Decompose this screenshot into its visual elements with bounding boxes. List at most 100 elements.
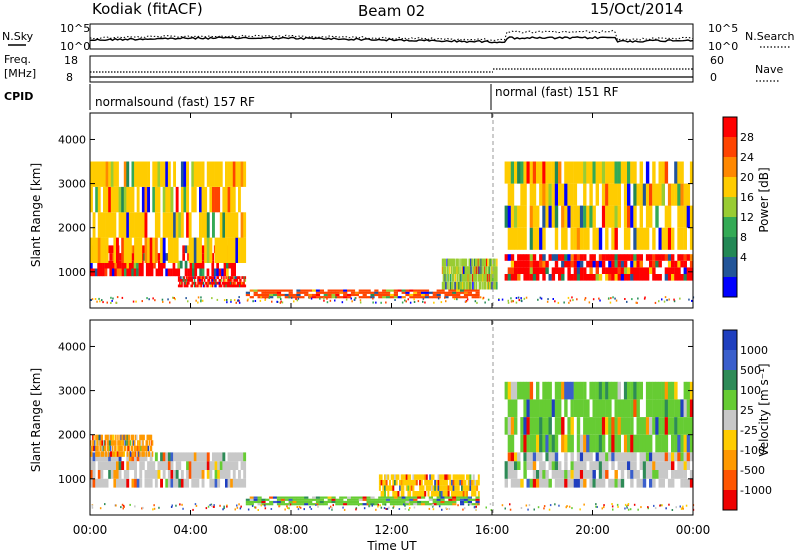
heatmap-cell-velocity	[514, 399, 518, 417]
heatmap-cell-velocity	[507, 461, 512, 470]
heatmap-speckle	[317, 505, 319, 508]
heatmap-cell-velocity	[437, 479, 440, 486]
heatmap-cell-velocity	[413, 500, 418, 504]
heatmap-cell-power	[217, 237, 221, 263]
heatmap-speckle	[466, 298, 469, 301]
heatmap-cell-velocity	[447, 485, 450, 491]
heatmap-speckle	[571, 507, 573, 510]
heatmap-cell-power	[493, 281, 495, 290]
heatmap-cell-power	[464, 274, 467, 282]
heatmap-cell-power	[652, 267, 656, 274]
heatmap-cell-velocity	[633, 452, 637, 462]
heatmap-cell-velocity	[601, 461, 606, 470]
heatmap-cell-velocity	[162, 470, 166, 479]
heatmap-cell-power	[507, 254, 512, 261]
heatmap-speckle	[517, 296, 520, 299]
heatmap-cell-power	[479, 274, 481, 282]
heatmap-cell-power	[343, 291, 348, 294]
heatmap-cell-velocity	[532, 452, 537, 462]
heatmap-cell-power	[554, 267, 559, 274]
heatmap-speckle	[257, 509, 259, 511]
heatmap-cell-velocity	[292, 500, 297, 504]
heatmap-cell-velocity	[315, 500, 321, 504]
heatmap-cell-velocity	[514, 461, 518, 470]
heatmap-speckle	[658, 300, 660, 303]
heatmap-cell-velocity	[432, 498, 437, 501]
heatmap-cell-velocity	[605, 417, 609, 435]
heatmap-cell-velocity	[209, 461, 213, 470]
heatmap-cell-velocity	[186, 452, 189, 462]
heatmap-cell-power	[105, 237, 109, 263]
heatmap-cell-power	[529, 274, 534, 281]
colorbar-swatch	[723, 137, 737, 158]
heatmap-cell-velocity	[623, 452, 628, 462]
heatmap-cell-velocity	[434, 491, 437, 497]
heatmap-cell-power	[671, 267, 675, 274]
heatmap-cell-velocity	[304, 503, 309, 506]
heatmap-cell-power	[664, 274, 669, 281]
heatmap-cell-velocity	[389, 503, 395, 506]
heatmap-speckle	[247, 298, 249, 301]
heatmap-speckle	[626, 300, 628, 303]
heatmap-speckle	[682, 507, 684, 510]
heatmap-cell-power	[200, 279, 203, 282]
heatmap-cell-power	[217, 161, 221, 187]
heatmap-speckle	[175, 504, 177, 507]
heatmap-cell-velocity	[94, 440, 96, 446]
heatmap-cell-velocity	[284, 496, 289, 499]
heatmap-speckle	[375, 508, 377, 511]
heatmap-cell-power	[683, 254, 687, 261]
heatmap-speckle	[475, 503, 478, 506]
heatmap-cell-power	[630, 161, 634, 184]
heatmap-cell-power	[191, 161, 195, 187]
heatmap-cell-velocity	[409, 496, 414, 499]
heatmap-cell-power	[200, 276, 203, 279]
heatmap-cell-power	[447, 258, 449, 267]
heatmap-cell-velocity	[102, 445, 105, 452]
heatmap-cell-power	[188, 279, 190, 282]
heatmap-cell-velocity	[132, 434, 135, 441]
heatmap-cell-velocity	[680, 478, 684, 488]
heatmap-speckle	[688, 298, 690, 301]
heatmap-cell-power	[219, 212, 223, 238]
heatmap-cell-power	[370, 296, 375, 299]
heatmap-speckle	[440, 301, 443, 304]
heatmap-cell-power	[442, 281, 445, 290]
heatmap-cell-power	[461, 258, 463, 267]
heatmap-speckle	[142, 506, 144, 509]
heatmap-speckle	[637, 297, 639, 300]
heatmap-cell-power	[677, 274, 681, 281]
heatmap-cell-velocity	[639, 452, 643, 462]
heatmap-cell-power	[539, 254, 543, 261]
heatmap-cell-power	[409, 296, 414, 299]
heatmap-cell-velocity	[115, 434, 117, 441]
heatmap-cell-power	[128, 186, 132, 213]
heatmap-cell-velocity	[424, 503, 430, 506]
heatmap-cell-power	[526, 274, 530, 281]
heatmap-speckle	[465, 300, 467, 303]
heatmap-cell-power	[472, 266, 474, 274]
heatmap-speckle	[548, 508, 551, 511]
heatmap-cell-velocity	[447, 474, 450, 480]
heatmap-cell-power	[686, 205, 691, 228]
heatmap-cell-velocity	[554, 478, 559, 488]
heatmap-cell-velocity	[434, 479, 437, 486]
heatmap-cell-power	[448, 293, 453, 297]
heatmap-speckle	[660, 504, 662, 507]
heatmap-cell-power	[240, 284, 242, 288]
noise-search-trace	[89, 29, 694, 42]
heatmap-cell-velocity	[147, 478, 150, 488]
heatmap-cell-velocity	[409, 503, 414, 506]
heatmap-cell-power	[548, 274, 552, 281]
heatmap-cell-power	[689, 161, 694, 184]
heatmap-cell-power	[452, 289, 457, 292]
heatmap-cell-velocity	[576, 452, 581, 462]
heatmap-cell-power	[645, 274, 650, 281]
heatmap-cell-velocity	[645, 417, 650, 435]
heatmap-cell-velocity	[451, 479, 453, 486]
heatmap-cell-velocity	[683, 434, 687, 453]
heatmap-cell-velocity	[180, 470, 184, 479]
heatmap-cell-velocity	[188, 452, 192, 462]
heatmap-cell-power	[589, 161, 593, 184]
heatmap-cell-power	[237, 281, 240, 285]
